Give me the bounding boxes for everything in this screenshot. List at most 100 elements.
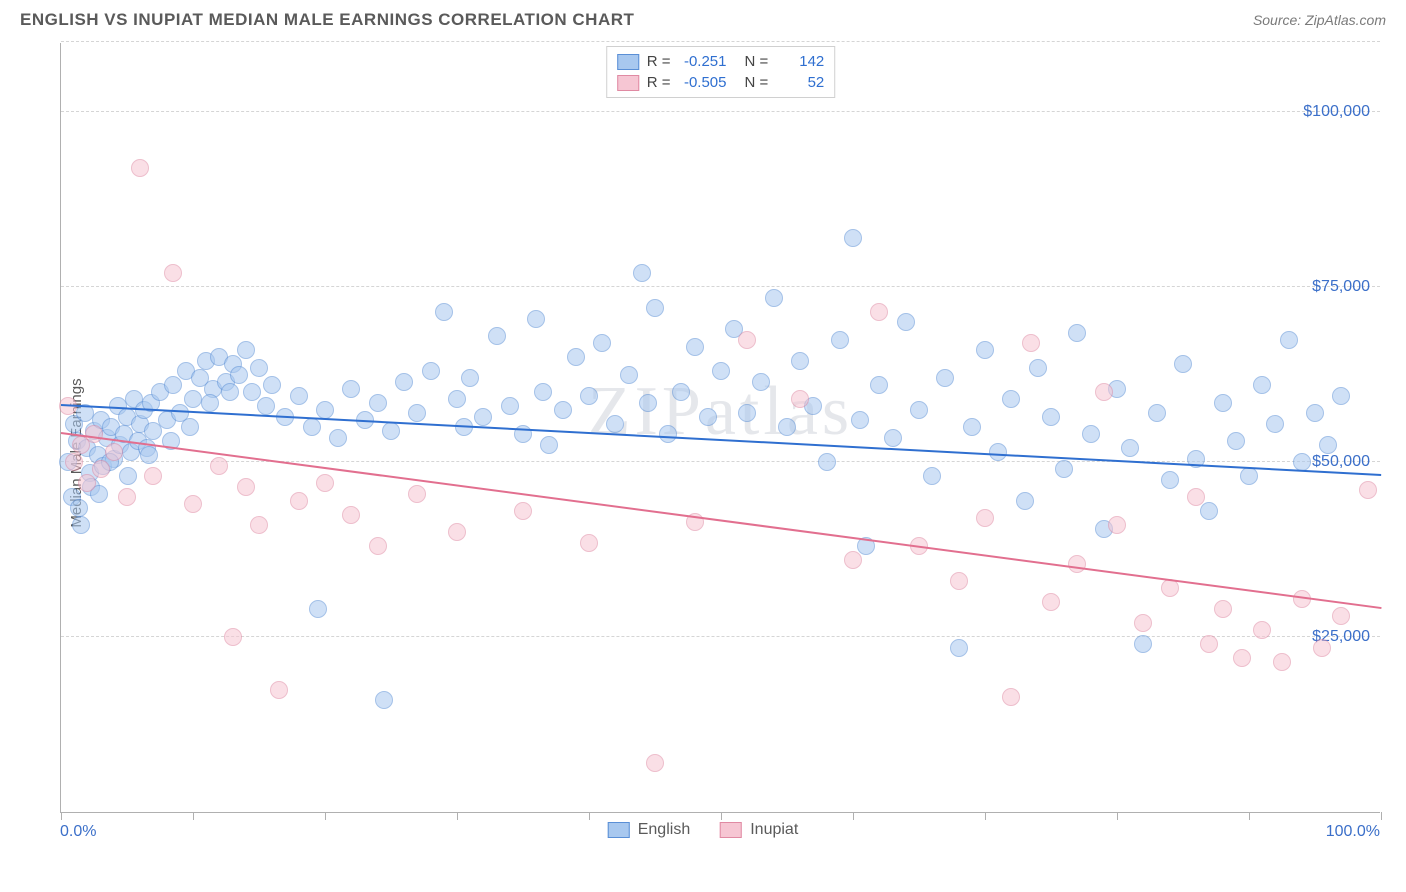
legend-stat-row: R =-0.251N =142 (617, 51, 825, 72)
data-point (164, 376, 182, 394)
legend-n-label: N = (745, 74, 769, 91)
data-point (923, 467, 941, 485)
x-tick (1381, 812, 1382, 820)
data-point (181, 418, 199, 436)
data-point (131, 159, 149, 177)
data-point (461, 369, 479, 387)
data-point (1134, 635, 1152, 653)
chart-title: ENGLISH VS INUPIAT MEDIAN MALE EARNINGS … (20, 10, 634, 30)
data-point (329, 429, 347, 447)
data-point (435, 303, 453, 321)
data-point (303, 418, 321, 436)
data-point (1233, 649, 1251, 667)
data-point (712, 362, 730, 380)
legend-n-value: 142 (776, 53, 824, 70)
x-tick-label: 0.0% (60, 823, 96, 841)
x-tick (1249, 812, 1250, 820)
data-point (1253, 621, 1271, 639)
data-point (936, 369, 954, 387)
data-point (1227, 432, 1245, 450)
data-point (844, 229, 862, 247)
series-legend: English Inupiat (608, 821, 799, 839)
data-point (1161, 471, 1179, 489)
legend-r-label: R = (647, 53, 671, 70)
data-point (699, 408, 717, 426)
data-point (501, 397, 519, 415)
plot-area: ZIPatlas R =-0.251N =142R =-0.505N =52 $… (60, 43, 1380, 813)
y-tick-label: $75,000 (1312, 278, 1370, 296)
legend-swatch (720, 822, 742, 838)
data-point (606, 415, 624, 433)
legend-item: English (608, 821, 690, 839)
grid-line (61, 461, 1380, 462)
data-point (1029, 359, 1047, 377)
data-point (184, 495, 202, 513)
data-point (1055, 460, 1073, 478)
trend-line (61, 404, 1381, 476)
legend-n-value: 52 (776, 74, 824, 91)
data-point (1174, 355, 1192, 373)
data-point (290, 387, 308, 405)
x-tick (325, 812, 326, 820)
x-tick (985, 812, 986, 820)
data-point (1266, 415, 1284, 433)
data-point (369, 394, 387, 412)
y-tick-label: $50,000 (1312, 453, 1370, 471)
data-point (309, 600, 327, 618)
data-point (230, 366, 248, 384)
data-point (1108, 516, 1126, 534)
legend-n-label: N = (745, 53, 769, 70)
data-point (1273, 653, 1291, 671)
legend-swatch (617, 75, 639, 91)
x-tick (457, 812, 458, 820)
data-point (140, 446, 158, 464)
data-point (540, 436, 558, 454)
data-point (738, 404, 756, 422)
data-point (257, 397, 275, 415)
data-point (844, 551, 862, 569)
data-point (316, 474, 334, 492)
data-point (791, 390, 809, 408)
data-point (1214, 394, 1232, 412)
data-point (1082, 425, 1100, 443)
data-point (1280, 331, 1298, 349)
data-point (448, 390, 466, 408)
grid-line (61, 286, 1380, 287)
data-point (989, 443, 1007, 461)
data-point (831, 331, 849, 349)
data-point (1293, 453, 1311, 471)
x-tick (1117, 812, 1118, 820)
data-point (1016, 492, 1034, 510)
data-point (85, 425, 103, 443)
data-point (765, 289, 783, 307)
data-point (1121, 439, 1139, 457)
data-point (686, 338, 704, 356)
data-point (1319, 436, 1337, 454)
data-point (870, 303, 888, 321)
data-point (1095, 383, 1113, 401)
legend-label: English (638, 821, 690, 839)
x-tick (193, 812, 194, 820)
y-tick-label: $100,000 (1303, 103, 1370, 121)
data-point (580, 534, 598, 552)
data-point (950, 639, 968, 657)
data-point (910, 401, 928, 419)
data-point (290, 492, 308, 510)
data-point (422, 362, 440, 380)
data-point (554, 401, 572, 419)
data-point (342, 506, 360, 524)
data-point (514, 502, 532, 520)
data-point (818, 453, 836, 471)
data-point (210, 457, 228, 475)
data-point (1002, 390, 1020, 408)
data-point (851, 411, 869, 429)
legend-item: Inupiat (720, 821, 798, 839)
grid-line (61, 111, 1380, 112)
grid-line (61, 636, 1380, 637)
data-point (567, 348, 585, 366)
data-point (897, 313, 915, 331)
data-point (270, 681, 288, 699)
data-point (342, 380, 360, 398)
data-point (375, 691, 393, 709)
data-point (738, 331, 756, 349)
